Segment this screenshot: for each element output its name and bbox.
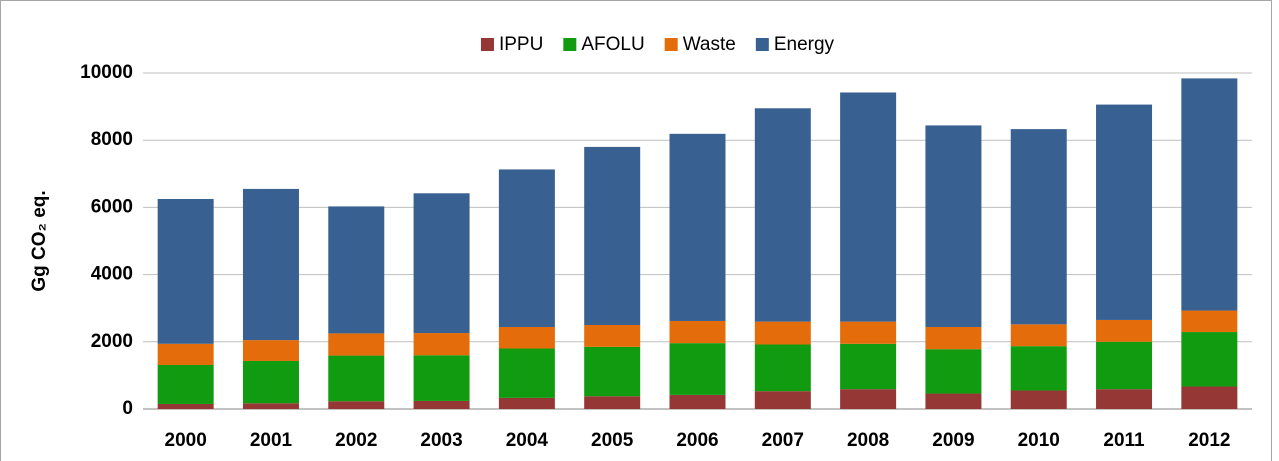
bar-segment [242,403,299,409]
bar-segment [413,193,470,334]
x-tick-label: 2004 [506,430,549,451]
x-tick-label: 2005 [591,430,634,451]
x-tick-label: 2001 [250,430,293,451]
x-tick-label: 2008 [847,430,889,451]
legend-swatch [664,38,678,51]
y-tick-label: 0 [122,398,133,419]
x-tick-label: 2002 [335,430,377,451]
legend-label: AFOLU [581,34,644,55]
x-tick-label: 2006 [676,430,718,451]
bar-segment [498,348,555,398]
x-tick-label: 2012 [1188,430,1230,451]
bar-segment [840,343,897,390]
bar-segment [328,206,385,334]
bar-segment [669,394,726,409]
bar-segment [328,355,385,402]
bar-segment [669,343,726,395]
bar-segment [669,133,726,321]
bar-segment [1096,341,1153,390]
bar-segment [157,364,214,404]
x-tick-label: 2007 [762,430,804,451]
bar-segment [413,400,470,409]
legend: IPPU AFOLU Waste Energy [480,34,835,55]
bar-segment [1096,389,1153,409]
legend-swatch [480,38,494,51]
bar-segment [242,188,299,341]
bar-segment [1010,390,1067,409]
bar-segment [157,343,214,365]
y-axis-label: Gg CO₂ eq. [29,190,50,291]
bar-segment [328,401,385,409]
bar-segment [242,340,299,361]
bar-segment [242,360,299,404]
bar-segment [498,397,555,409]
bar-segment [157,403,214,409]
bar-segment [498,169,555,328]
bar-segment [1181,78,1238,311]
bar-segment [840,389,897,409]
bar-segment [925,393,982,409]
bar-segment [1010,346,1067,391]
bar-segment [584,146,641,325]
bar-segment [413,355,470,401]
bar-segment [925,125,982,328]
bar-segment [498,327,555,349]
y-tick-label: 4000 [91,264,133,285]
bar-segment [840,92,897,322]
bar-segment [1096,319,1153,342]
bar-segment [413,333,470,356]
bar-segment [1010,324,1067,347]
legend-swatch [755,38,769,51]
bar-segment [754,321,811,345]
x-tick-label: 2003 [420,430,462,451]
bar-segment [925,349,982,394]
x-tick-label: 2010 [1018,430,1060,451]
legend-label: IPPU [499,34,543,55]
bar-segment [1010,129,1067,325]
bar-segment [669,320,726,344]
bar-segment [584,325,641,347]
y-tick-label: 2000 [91,331,133,352]
legend-label: Energy [774,34,835,55]
bar-segment [925,327,982,350]
bar-segment [1181,332,1238,387]
bar-segment [328,333,385,356]
y-tick-label: 8000 [91,129,133,150]
bar-segment [754,391,811,409]
legend-label: Waste [683,34,736,55]
bar-segment [1096,104,1153,320]
x-tick-label: 2009 [932,430,974,451]
bar-segment [1181,386,1238,409]
bar-segment [754,108,811,322]
bar-segment [584,396,641,409]
x-tick-label: 2000 [165,430,207,451]
bar-segment [584,346,641,397]
y-tick-label: 10000 [80,62,133,83]
bar-segment [157,199,214,344]
y-tick-label: 6000 [91,196,133,217]
legend-swatch [563,38,577,51]
bar-segment [1181,310,1238,333]
bar-segment [754,344,811,392]
bar-segment [840,321,897,344]
x-tick-label: 2011 [1103,430,1145,451]
